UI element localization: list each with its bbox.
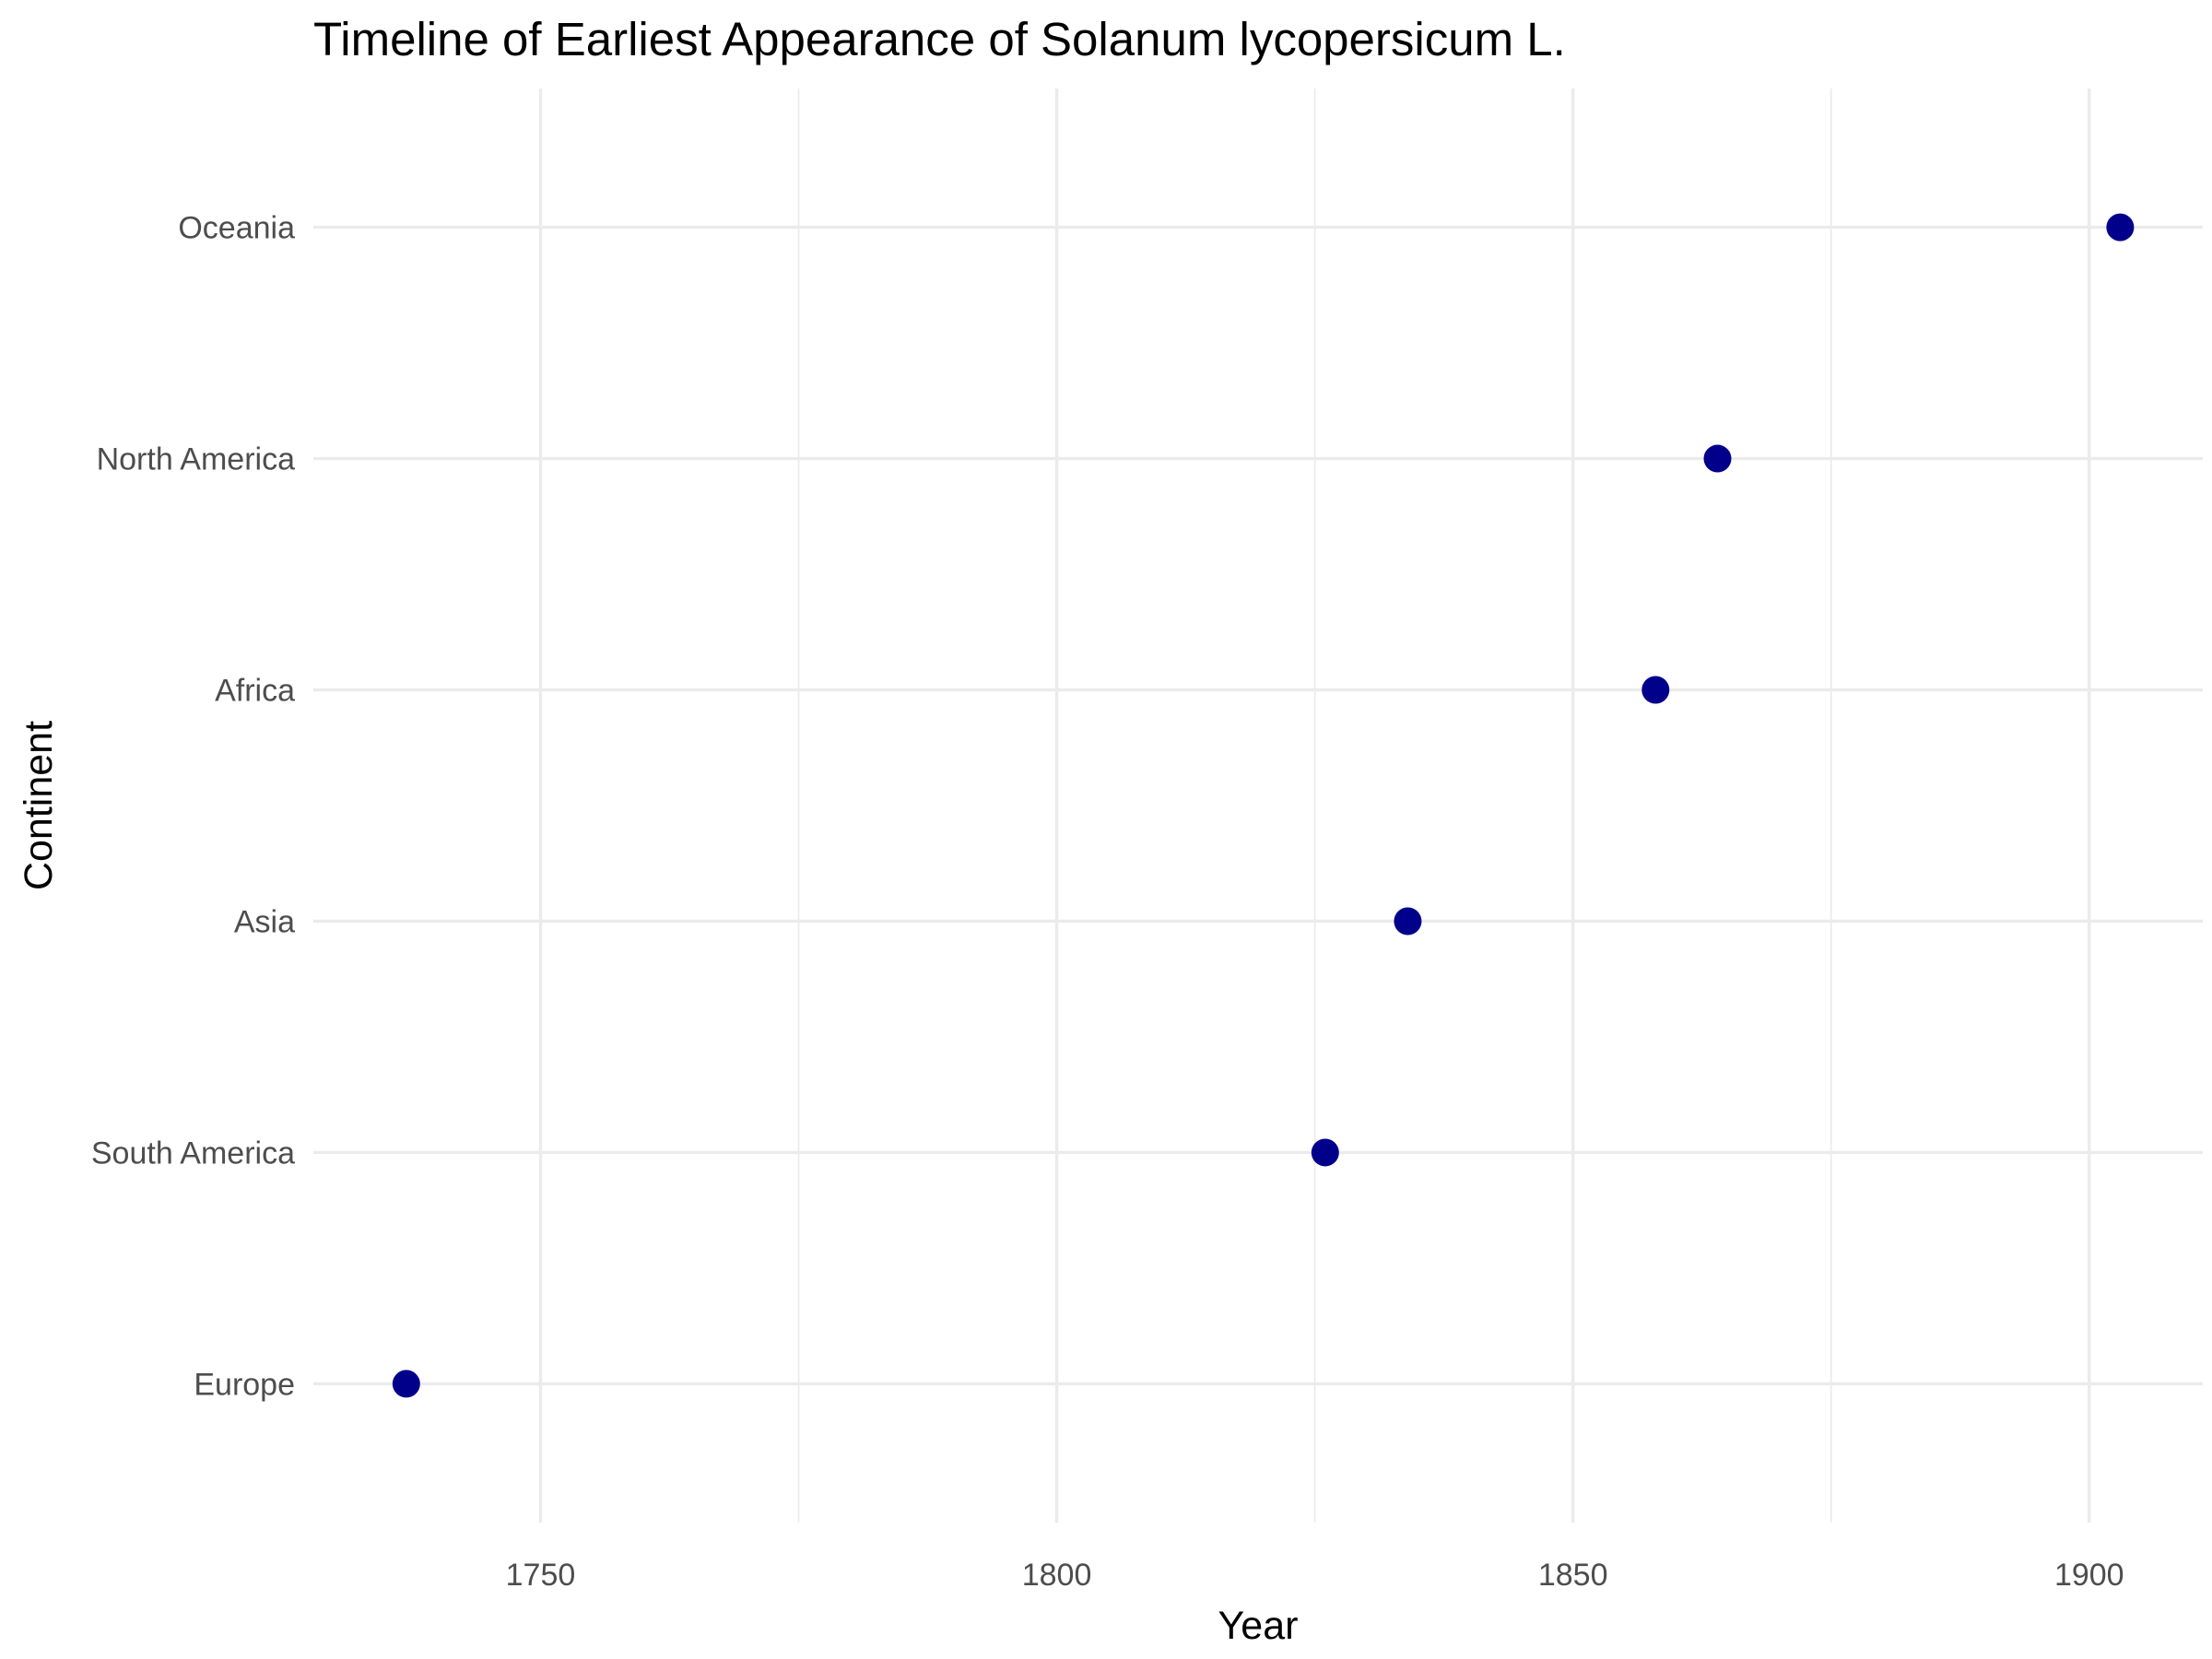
y-tick-label: Europe	[194, 1367, 295, 1402]
chart-title: Timeline of Earliest Appearance of Solan…	[313, 13, 1566, 65]
x-tick-label: 1800	[1022, 1558, 1092, 1593]
data-points	[392, 213, 2135, 1398]
grid	[313, 88, 2203, 1523]
y-tick-label: Asia	[234, 904, 295, 939]
x-axis-tick-labels: 1750 1800 1850 1900	[506, 1558, 2124, 1593]
data-point-europe	[392, 1370, 420, 1398]
y-tick-label: North America	[97, 442, 295, 477]
y-tick-label: Oceania	[178, 211, 295, 246]
y-axis-tick-labels: Europe South America Asia Africa North Ameri…	[91, 211, 295, 1403]
x-tick-label: 1850	[1538, 1558, 1608, 1593]
x-axis-title: Year	[1218, 1604, 1299, 1648]
x-tick-label: 1900	[2054, 1558, 2124, 1593]
data-point-north-america	[1703, 444, 1732, 473]
y-tick-label: Africa	[215, 674, 295, 709]
data-point-oceania	[2106, 213, 2135, 241]
y-axis-title: Continent	[17, 721, 61, 890]
data-point-africa	[1641, 676, 1670, 704]
y-tick-label: South America	[91, 1135, 295, 1171]
data-point-south-america	[1311, 1138, 1339, 1167]
data-point-asia	[1394, 907, 1422, 935]
x-tick-label: 1750	[506, 1558, 576, 1593]
